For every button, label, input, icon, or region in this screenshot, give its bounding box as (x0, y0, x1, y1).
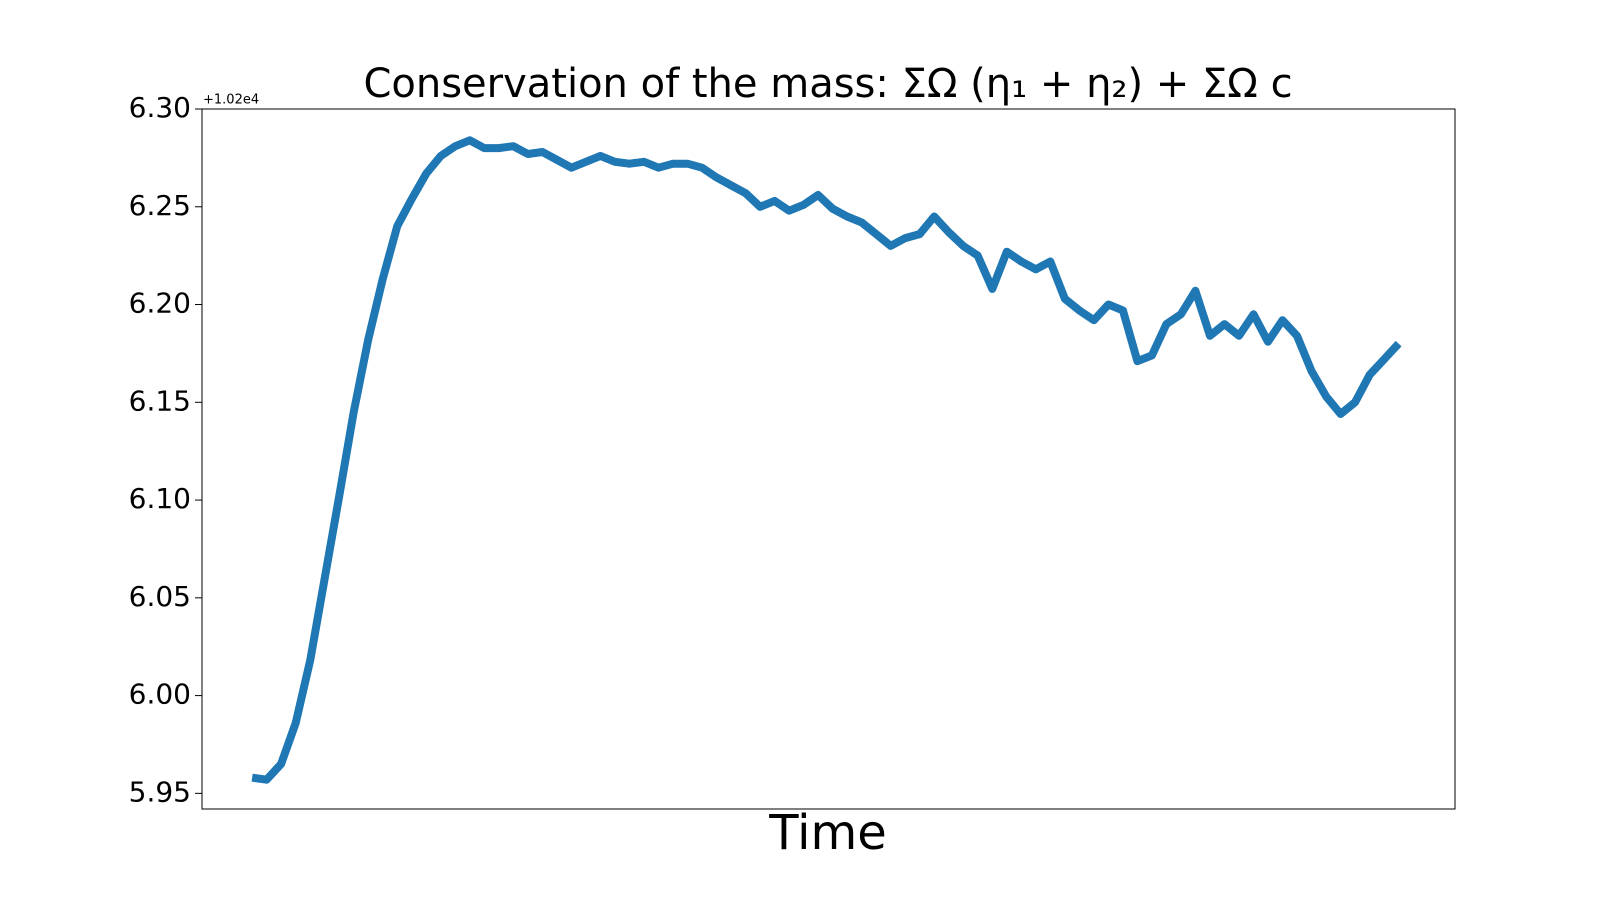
y-tick-label: 6.20 (129, 287, 191, 320)
y-tick-label: 6.25 (129, 189, 191, 222)
y-tick-label: 6.00 (129, 678, 191, 711)
y-tick-label: 6.05 (129, 580, 191, 613)
y-offset-label: +1.02e4 (203, 93, 259, 108)
y-tick-label: 5.95 (129, 775, 191, 808)
plot-frame (201, 108, 1456, 810)
y-tick-label: 6.15 (129, 384, 191, 417)
y-tick-label: 6.30 (129, 91, 191, 124)
chart-title: Conservation of the mass: ΣΩ (η₁ + η₂) +… (363, 61, 1292, 107)
data-line (251, 136, 1402, 784)
y-tick-label: 6.10 (129, 482, 191, 515)
x-axis-label: Time (768, 805, 886, 861)
